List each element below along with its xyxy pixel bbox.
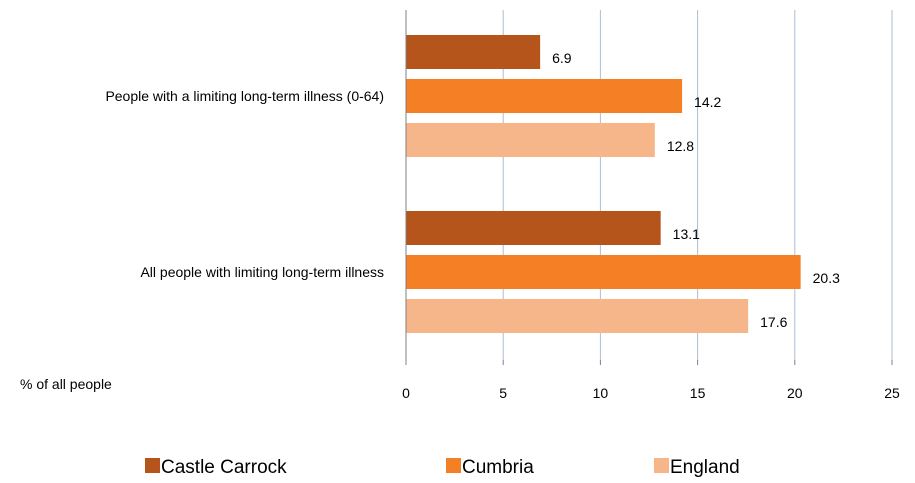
legend-swatch-cumbria	[446, 458, 461, 473]
bar-castle-carrock-0	[406, 35, 541, 69]
x-tick-label: 15	[690, 385, 706, 401]
value-label: 12.8	[667, 138, 694, 154]
x-tick-label: 10	[593, 385, 609, 401]
value-label: 14.2	[694, 94, 721, 110]
legend-swatch-england	[654, 458, 669, 473]
value-label: 20.3	[813, 270, 840, 286]
value-label: 13.1	[673, 226, 700, 242]
legend-label: Castle Carrock	[161, 457, 287, 478]
value-labels: 6.9 14.2 12.8 13.1 20.3 17.6	[552, 50, 840, 330]
x-axis-label: % of all people	[20, 376, 112, 392]
bar-cumbria-0	[406, 79, 683, 113]
x-tick-label: 25	[884, 385, 900, 401]
legend-swatch-castle-carrock	[145, 458, 160, 473]
x-tick-label: 5	[499, 385, 507, 401]
bar-england-0	[406, 123, 655, 157]
legend-label: England	[670, 457, 740, 478]
category-label: People with a limiting long-term illness…	[105, 88, 384, 104]
legend: Castle Carrock Cumbria England	[145, 457, 740, 478]
bar-england-1	[406, 299, 749, 333]
legend-label: Cumbria	[462, 457, 534, 478]
x-tick-label: 20	[787, 385, 803, 401]
value-label: 17.6	[760, 314, 787, 330]
x-tick-label: 0	[402, 385, 410, 401]
value-label: 6.9	[552, 50, 572, 66]
category-label: All people with limiting long-term illne…	[140, 264, 384, 280]
bar-castle-carrock-1	[406, 211, 661, 245]
x-axis-ticks: 0 5 10 15 20 25	[402, 360, 900, 401]
category-labels: People with a limiting long-term illness…	[105, 88, 384, 280]
bars	[406, 35, 801, 333]
bar-cumbria-1	[406, 255, 801, 289]
